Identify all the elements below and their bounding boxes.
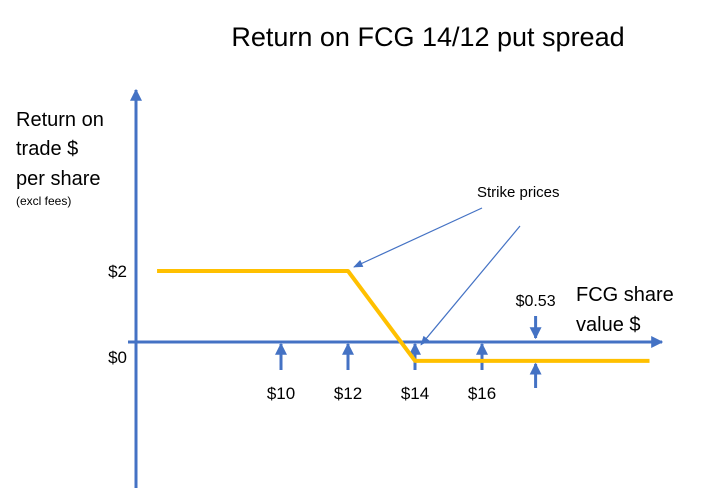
y-axis-label-note: (excl fees) (16, 194, 71, 208)
x-tick-label: $10 (267, 384, 295, 403)
debit-label: $0.53 (516, 293, 556, 310)
strike-callout-arrow (353, 207, 483, 268)
strike-callout-arrow (420, 225, 521, 346)
y-tick-label: $0 (108, 348, 127, 367)
x-tick-label: $16 (468, 384, 496, 403)
y-axis-label-line-1: Return on (16, 109, 104, 131)
x-axis-label-line-1: FCG share (576, 284, 674, 306)
chart-title: Return on FCG 14/12 put spread (231, 22, 624, 52)
strike-prices-label: Strike prices (477, 184, 560, 201)
y-tick-label: $2 (108, 262, 127, 281)
y-axis-label-line-2: trade $ (16, 138, 78, 160)
x-tick-label: $12 (334, 384, 362, 403)
x-axis-label-line-2: value $ (576, 314, 641, 336)
y-axis-label-line-3: per share (16, 168, 101, 190)
x-tick-label: $14 (401, 384, 429, 403)
payoff-line (157, 269, 650, 363)
